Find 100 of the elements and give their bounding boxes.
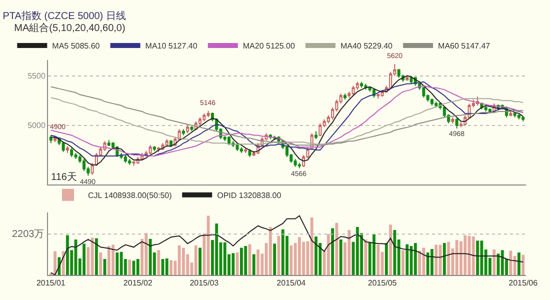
y-tick-label: 5000 xyxy=(28,121,46,130)
candlestick xyxy=(157,146,160,153)
candlestick xyxy=(294,158,297,168)
bar xyxy=(240,248,243,275)
bar xyxy=(326,234,330,275)
x-tick-label: 2015/04 xyxy=(276,278,306,288)
candlestick xyxy=(124,154,127,164)
bar xyxy=(348,230,351,275)
bar xyxy=(232,253,235,275)
candlestick xyxy=(152,146,156,152)
bar xyxy=(414,243,417,275)
bar xyxy=(148,238,152,275)
line-series xyxy=(50,86,524,146)
bar xyxy=(500,250,504,275)
legend-label: MA60 5147.47 xyxy=(438,42,491,51)
bar xyxy=(136,259,140,275)
bar xyxy=(406,244,409,275)
bar xyxy=(455,240,458,275)
legend-label: CJL 1408938.00(50:50) xyxy=(88,191,172,200)
legend-label: MA10 5127.40 xyxy=(145,42,198,51)
bar xyxy=(298,237,301,275)
bar xyxy=(372,234,376,275)
bar xyxy=(339,239,342,275)
bar xyxy=(384,243,388,275)
legend-label: MA40 5229.40 xyxy=(340,42,394,51)
candlestick xyxy=(70,148,74,158)
bar xyxy=(170,260,172,275)
bar xyxy=(464,235,467,275)
bar xyxy=(509,250,512,275)
candlestick xyxy=(128,158,132,166)
candlestick xyxy=(107,140,110,147)
candlestick xyxy=(66,146,69,154)
line-series xyxy=(50,97,524,145)
bar xyxy=(120,252,123,275)
bar xyxy=(90,238,94,275)
bar xyxy=(62,251,65,275)
bar xyxy=(376,244,380,275)
candlestick xyxy=(186,124,190,134)
candlestick xyxy=(190,126,194,132)
x-tick-label: 2015/03 xyxy=(190,278,220,288)
ref-line-label: 2203万 xyxy=(12,229,44,240)
candlestick xyxy=(49,134,52,144)
bar xyxy=(356,227,359,275)
bar xyxy=(522,254,525,275)
candlestick xyxy=(488,108,492,114)
x-tick-label: 2015/05 xyxy=(368,278,398,288)
candlestick xyxy=(484,105,488,112)
bar xyxy=(116,252,119,275)
legend-label: MA5 5085.60 xyxy=(52,42,100,51)
y-tick-label: 5500 xyxy=(28,72,46,81)
candlestick xyxy=(352,85,355,96)
bar xyxy=(182,248,185,275)
candlestick xyxy=(314,130,318,140)
bar xyxy=(472,236,475,275)
x-tick-label: 2015/01 xyxy=(36,278,66,288)
bar xyxy=(418,250,421,275)
bar xyxy=(331,228,334,275)
bar xyxy=(518,252,520,275)
bar xyxy=(273,244,276,275)
annotation: 116天 xyxy=(51,172,77,183)
chart-title: PTA指数 (CZCE 5000) 日线 xyxy=(2,10,126,22)
legend-label: OPID 1320838.00 xyxy=(217,191,282,200)
candlestick xyxy=(165,138,168,147)
bar xyxy=(194,245,198,275)
candlestick xyxy=(202,112,206,122)
candlestick xyxy=(90,162,94,176)
bar xyxy=(99,252,102,275)
candlestick xyxy=(509,110,512,117)
bar xyxy=(290,245,293,275)
bar xyxy=(476,240,479,275)
candlestick xyxy=(397,68,400,78)
bar xyxy=(256,250,260,275)
x-tick-label: 2015/02 xyxy=(123,278,153,288)
bar xyxy=(144,232,148,275)
bar xyxy=(434,244,438,275)
candlestick xyxy=(455,118,458,129)
candlestick xyxy=(244,148,248,154)
bar xyxy=(310,218,314,275)
bar xyxy=(223,242,226,275)
bar xyxy=(389,224,392,275)
bar xyxy=(66,235,69,275)
bar xyxy=(128,260,132,275)
candlestick xyxy=(434,101,438,108)
bar xyxy=(215,223,218,275)
candlestick xyxy=(343,93,346,100)
bar xyxy=(430,248,434,275)
candlestick xyxy=(360,81,364,88)
legend-label: MA20 5125.00 xyxy=(242,42,296,51)
bar xyxy=(314,236,318,275)
candlestick xyxy=(182,128,185,136)
bar xyxy=(165,258,168,275)
bar xyxy=(268,227,272,275)
candlestick xyxy=(513,112,516,118)
bar xyxy=(422,248,426,275)
candlestick xyxy=(430,98,434,106)
candlestick xyxy=(132,160,136,166)
candlestick xyxy=(517,114,520,120)
candlestick xyxy=(298,162,301,169)
legend-title: MA組合(5,10,20,40,60,0) xyxy=(14,22,126,34)
bar xyxy=(492,250,496,275)
